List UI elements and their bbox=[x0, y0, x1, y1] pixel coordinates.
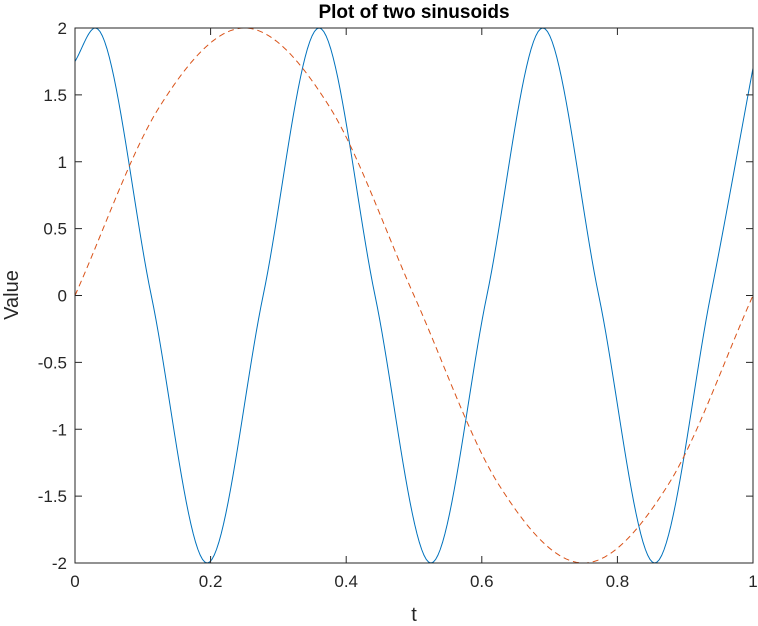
y-axis: -2 -1.5 -1 -0.5 0 0.5 1 1.5 2 bbox=[38, 19, 753, 573]
y-tick-label: 1.5 bbox=[43, 86, 67, 105]
y-tick-label: -1 bbox=[52, 420, 67, 439]
x-tick-label: 0.2 bbox=[199, 572, 223, 591]
x-tick-label: 0.6 bbox=[470, 572, 494, 591]
x-tick-label: 1 bbox=[748, 572, 757, 591]
y-tick-label: -0.5 bbox=[38, 353, 67, 372]
x-tick-label: 0 bbox=[70, 572, 79, 591]
series-line-1 bbox=[74, 27, 754, 564]
y-tick-label: 1 bbox=[58, 153, 67, 172]
x-tick-label: 0.8 bbox=[606, 572, 630, 591]
plot-area bbox=[74, 27, 754, 564]
x-axis: 0 0.2 0.4 0.6 0.8 1 bbox=[70, 28, 758, 591]
chart-title: Plot of two sinusoids bbox=[318, 2, 509, 23]
x-axis-label: t bbox=[411, 604, 417, 626]
y-tick-label: -1.5 bbox=[38, 487, 67, 506]
x-tick-label: 0.4 bbox=[334, 572, 358, 591]
y-tick-label: -2 bbox=[52, 554, 67, 573]
y-tick-label: 2 bbox=[58, 19, 67, 38]
series-line-2 bbox=[74, 27, 754, 564]
y-tick-label: 0.5 bbox=[43, 220, 67, 239]
y-tick-label: 0 bbox=[58, 287, 67, 306]
y-axis-label: Value bbox=[1, 270, 23, 320]
